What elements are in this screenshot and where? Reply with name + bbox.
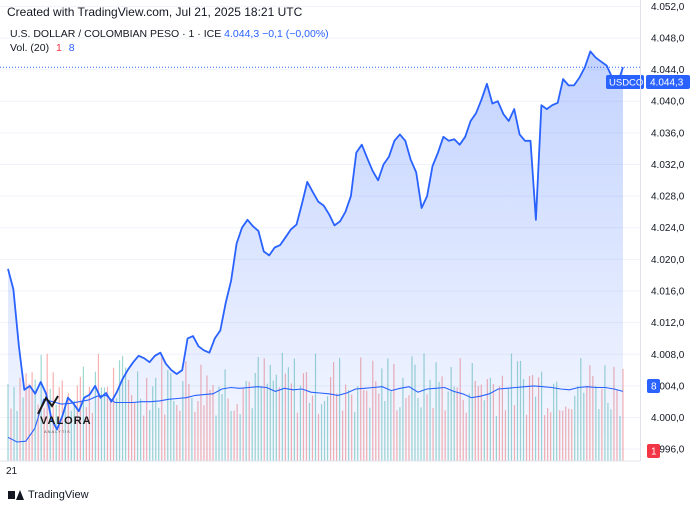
price-tag-bg (646, 75, 690, 89)
y-tick-label: 4.032,0 (651, 160, 685, 171)
symbol-tag-bg (606, 75, 644, 89)
y-tick-label: 3.996,0 (651, 445, 685, 456)
y-tick-label: 4.024,0 (651, 223, 685, 234)
vol-tag-blue: 8 (651, 382, 657, 393)
tradingview-logo-icon (8, 490, 24, 500)
legend-change: −0,1 (−0,00%) (262, 28, 329, 40)
chart-caption: Created with TradingView.com, Jul 21, 20… (7, 5, 303, 19)
price-line (7, 50, 624, 431)
y-tick-label: 4.048,0 (651, 33, 685, 44)
legend-volume-label[interactable]: Vol. (20) (10, 42, 50, 54)
vol-tag-red-bg (647, 444, 660, 458)
legend-price: 4.044,3 (224, 28, 260, 40)
symbol-tag: USDCOP (609, 78, 650, 89)
legend-vol-value-2: 8 (68, 42, 75, 54)
legend-symbol[interactable]: U.S. DOLLAR / COLOMBIAN PESO · 1 · ICE (10, 28, 222, 40)
watermark-text: VALORA (40, 415, 92, 427)
y-tick-label: 4.016,0 (651, 286, 685, 297)
watermark-logo (37, 395, 59, 415)
volume-bar (52, 372, 54, 461)
y-tick-label: 4.028,0 (651, 192, 685, 203)
price-tag: 4.044,3 (650, 78, 684, 89)
y-tick-label: 4.000,0 (651, 413, 685, 424)
vol-tag-blue-bg (647, 379, 660, 393)
legend-volume-row: Vol. (20) 1 8 (10, 42, 75, 54)
y-tick-label: 4.004,0 (651, 381, 685, 392)
x-tick-label: 21 (6, 466, 18, 477)
y-tick-label: 4.036,0 (651, 128, 685, 139)
watermark-subtext: ANALYTIK (44, 429, 72, 434)
y-tick-label: 4.008,0 (651, 350, 685, 361)
price-area-fill (8, 51, 623, 462)
footer-brand-label: TradingView (28, 489, 89, 501)
y-tick-label: 4.044,0 (651, 65, 685, 76)
legend-vol-value-1: 1 (56, 42, 62, 54)
y-tick-label: 4.020,0 (651, 255, 685, 266)
y-axis: 4.052,0 4.048,0 4.044,0 4.040,0 4.036,0 4.032… (651, 2, 685, 456)
legend-symbol-row: U.S. DOLLAR / COLOMBIAN PESO · 1 · ICE 4… (10, 28, 329, 40)
footer-brand[interactable]: TradingView (8, 489, 89, 501)
y-tick-label: 4.012,0 (651, 318, 685, 329)
axis-tags: USDCOP 4.044,3 8 1 (606, 75, 690, 458)
y-tick-label: 4.052,0 (651, 2, 685, 13)
vol-tag-red: 1 (651, 447, 657, 458)
y-tick-label: 4.040,0 (651, 97, 685, 108)
volume-ma-line (7, 385, 624, 443)
